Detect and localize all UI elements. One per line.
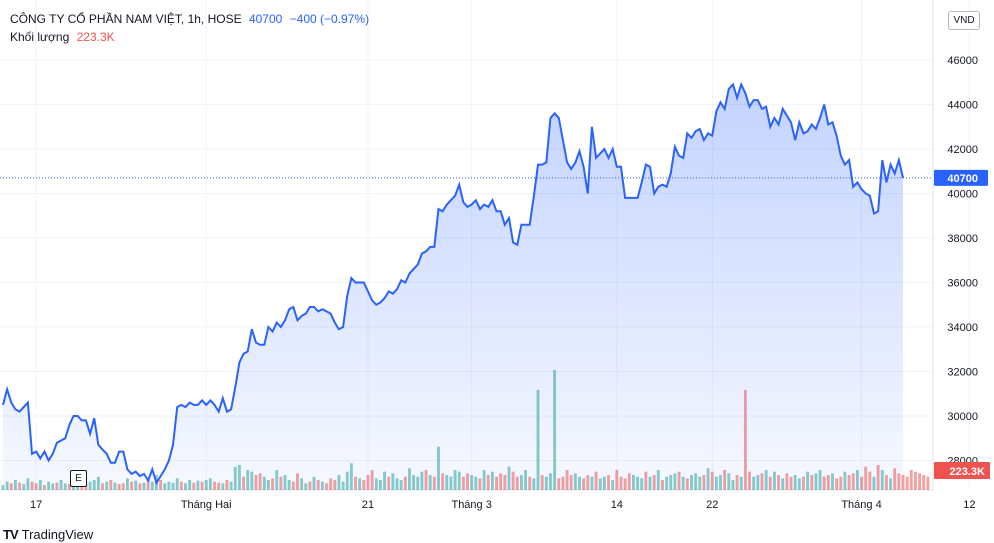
svg-text:40700: 40700: [947, 173, 978, 185]
y-tick-label: 30000: [947, 411, 978, 423]
volume-label[interactable]: Khối lượng: [10, 30, 70, 44]
x-tick-label: 14: [611, 499, 623, 511]
volume-bar: [909, 470, 913, 490]
x-tick-label: 22: [706, 499, 718, 511]
y-tick-label: 38000: [947, 233, 978, 245]
y-tick-label: 34000: [947, 322, 978, 334]
volume-bar: [926, 476, 930, 490]
x-tick-label: Tháng 4: [841, 499, 881, 511]
volume-bar: [922, 475, 926, 490]
legend-change: −400 (−0.97%): [289, 12, 370, 26]
time-axis[interactable]: 17 Tháng Hai 21 Tháng 3 14 22 Tháng 4 12: [30, 499, 975, 511]
y-tick-label: 44000: [947, 100, 978, 112]
symbol-title[interactable]: CÔNG TY CỔ PHẦN NAM VIỆT, 1h, HOSE: [10, 12, 242, 26]
x-tick-label: Tháng 3: [451, 499, 491, 511]
volume-bar: [918, 473, 922, 490]
y-tick-label: 32000: [947, 367, 978, 379]
last-price-label: 40700: [934, 169, 988, 186]
volume-bar: [913, 471, 917, 490]
price-area: [3, 84, 903, 490]
tradingview-logo-icon: TV: [3, 527, 19, 542]
last-volume-label: 223.3K: [934, 462, 990, 479]
x-tick-label: 21: [362, 499, 374, 511]
price-axis[interactable]: 2800030000320003400036000380004000042000…: [947, 55, 978, 468]
y-tick-label: 36000: [947, 278, 978, 290]
volume-bar: [905, 476, 909, 490]
y-tick-label: 40000: [947, 189, 978, 201]
svg-text:223.3K: 223.3K: [950, 466, 986, 478]
brand-name: TradingView: [21, 527, 94, 542]
y-tick-label: 42000: [947, 144, 978, 156]
chart-legend: CÔNG TY CỔ PHẦN NAM VIỆT, 1h, HOSE 40700…: [10, 10, 369, 46]
currency-button[interactable]: VND: [948, 11, 980, 30]
x-tick-label: 17: [30, 499, 42, 511]
price-line: [2, 81, 904, 486]
y-tick-label: 46000: [947, 55, 978, 67]
x-tick-label: Tháng Hai: [181, 499, 232, 511]
legend-price: 40700: [248, 12, 283, 26]
tradingview-brand[interactable]: TV TradingView: [3, 527, 93, 542]
earnings-flag[interactable]: E: [70, 470, 87, 487]
x-tick-label: 12: [963, 499, 975, 511]
legend-volume: 223.3K: [76, 30, 115, 44]
